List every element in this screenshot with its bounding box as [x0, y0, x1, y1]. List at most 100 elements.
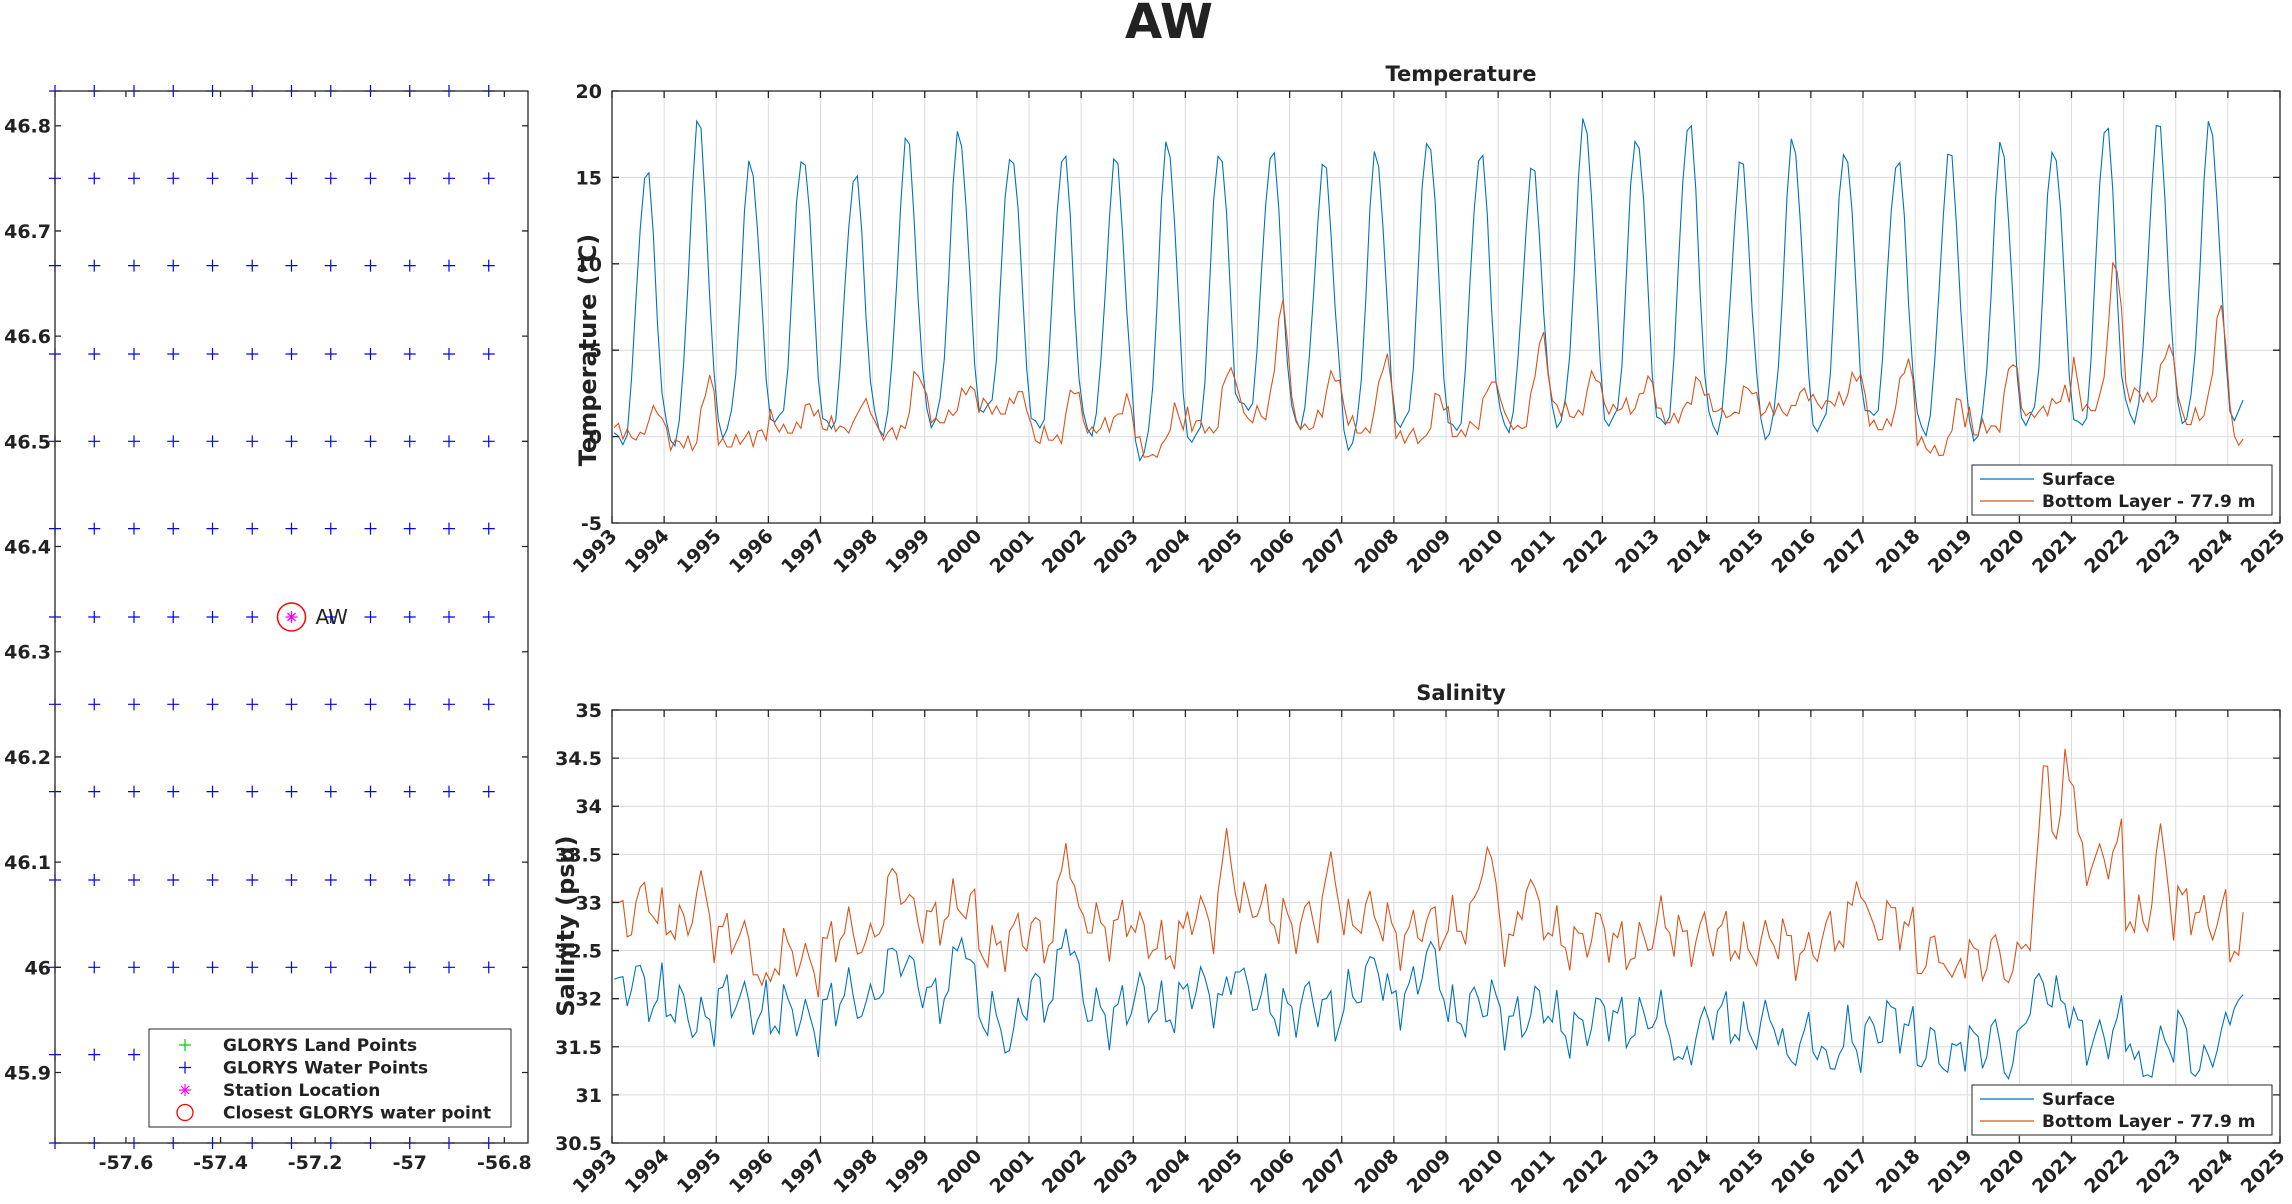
- map-ytick-label: 45.9: [4, 1063, 51, 1085]
- water-point-marker: [88, 348, 101, 360]
- xtick-label: 2003: [1090, 525, 1143, 578]
- map-axes-box: [54, 90, 529, 1144]
- water-point-marker: [246, 785, 259, 798]
- map-legend-box: [148, 1028, 512, 1128]
- ytick-label: -5: [581, 513, 602, 535]
- water-point-marker: [443, 611, 456, 623]
- water-point-marker: [324, 172, 337, 185]
- water-point-marker: [482, 172, 495, 185]
- xtick-label: 1996: [725, 1145, 778, 1198]
- water-point-marker: [482, 522, 495, 535]
- ytick-label: 30.5: [555, 1133, 602, 1155]
- xtick-label: 1996: [725, 525, 778, 578]
- water-point-marker: [88, 1048, 101, 1061]
- ytick-label: 33.5: [555, 844, 602, 866]
- water-point-marker: [324, 435, 337, 448]
- water-point-marker: [443, 172, 456, 185]
- water-point-marker: [443, 874, 456, 886]
- xtick-label: 2002: [1038, 525, 1091, 578]
- water-point-marker: [127, 611, 140, 623]
- water-point-marker: [403, 611, 416, 623]
- closest-water-point-marker: [276, 602, 307, 632]
- water-point-marker: [167, 259, 180, 272]
- ytick-label: 31.5: [555, 1037, 602, 1059]
- water-point-marker: [127, 522, 140, 535]
- xtick-label: 2001: [986, 1145, 1039, 1198]
- xtick-label: 2011: [1507, 525, 1560, 578]
- water-point-marker: [443, 259, 456, 272]
- water-point-marker: [167, 348, 180, 360]
- water-point-marker: [206, 348, 219, 360]
- surface-series-line: [613, 928, 2244, 1080]
- water-point-marker: [324, 698, 337, 711]
- xtick-label: 2018: [1872, 1145, 1925, 1198]
- map-xtick-label: -57.4: [193, 1152, 248, 1174]
- water-point-marker: [88, 435, 101, 448]
- ytick-label: 10: [576, 254, 602, 276]
- surface-series-line: [613, 118, 2244, 463]
- xtick-label: 1998: [829, 525, 882, 578]
- xtick-label: 1994: [621, 525, 674, 578]
- water-point-marker: [127, 961, 140, 974]
- map-ytick-label: 46.2: [4, 747, 51, 769]
- station-map: -57.6 -57.4 -57.2 -57 -56.8 45.9 46 46.1 46.2 46.…: [4, 85, 532, 1174]
- water-point-marker: [364, 522, 377, 535]
- xtick-label: 2024: [2184, 1145, 2237, 1198]
- xtick-label: 2010: [1455, 525, 1508, 578]
- water-point-marker: [443, 435, 456, 448]
- xtick-label: 2019: [1924, 1145, 1977, 1198]
- xtick-label: 2025: [2237, 525, 2290, 578]
- xtick-label: 2016: [1767, 1145, 1820, 1198]
- water-point-marker: [88, 259, 101, 272]
- water-point-marker: [246, 435, 259, 448]
- water-point-marker: [285, 348, 298, 360]
- water-point-marker: [206, 611, 219, 623]
- water-point-marker: [167, 698, 180, 711]
- temperature-title: Temperature: [1385, 62, 1536, 86]
- water-point-marker: [324, 522, 337, 535]
- water-point-marker: [285, 172, 298, 185]
- xtick-label: 2023: [2132, 1145, 2185, 1198]
- map-legend-label: Station Location: [223, 1081, 380, 1101]
- xtick-label: 1998: [829, 1145, 882, 1198]
- water-point-marker: [88, 172, 101, 185]
- xtick-label: 2017: [1820, 525, 1873, 578]
- water-point-marker: [246, 172, 259, 185]
- ytick-label: 32.5: [555, 941, 602, 963]
- water-point-marker: [482, 698, 495, 711]
- water-point-marker: [285, 435, 298, 448]
- station-location-marker: [285, 611, 298, 623]
- xtick-label: 2010: [1455, 1145, 1508, 1198]
- water-point-marker: [246, 874, 259, 886]
- water-point-marker: [167, 522, 180, 535]
- xtick-label: 1997: [777, 525, 830, 578]
- water-point-marker: [443, 698, 456, 711]
- water-point-marker: [206, 522, 219, 535]
- water-point-marker: [127, 698, 140, 711]
- water-point-marker: [167, 874, 180, 886]
- water-point-marker: [324, 611, 337, 623]
- xtick-label: 2022: [2080, 1145, 2133, 1198]
- water-point-marker: [443, 961, 456, 974]
- ytick-label: 34.5: [555, 748, 602, 770]
- xtick-label: 2024: [2184, 525, 2237, 578]
- xtick-label: 2006: [1246, 1145, 1299, 1198]
- water-point-marker: [246, 522, 259, 535]
- water-point-marker: [127, 435, 140, 448]
- water-point-marker: [403, 259, 416, 272]
- water-point-marker: [285, 259, 298, 272]
- water-point-marker: [206, 874, 219, 886]
- xtick-label: 2017: [1820, 1145, 1873, 1198]
- xtick-label: 2009: [1403, 1145, 1456, 1198]
- water-point-marker: [88, 698, 101, 711]
- water-point-marker: [482, 961, 495, 974]
- map-ytick-label: 46.1: [4, 852, 51, 874]
- water-point-marker: [246, 259, 259, 272]
- water-point-marker: [403, 435, 416, 448]
- water-point-marker: [403, 961, 416, 974]
- map-xtick-label: -57.6: [99, 1152, 154, 1174]
- xtick-label: 2015: [1715, 525, 1768, 578]
- xtick-label: 2002: [1038, 1145, 1091, 1198]
- salinity-plot: Salinity Salinity (psu) 1993 1994 1995 1996…: [552, 681, 2290, 1198]
